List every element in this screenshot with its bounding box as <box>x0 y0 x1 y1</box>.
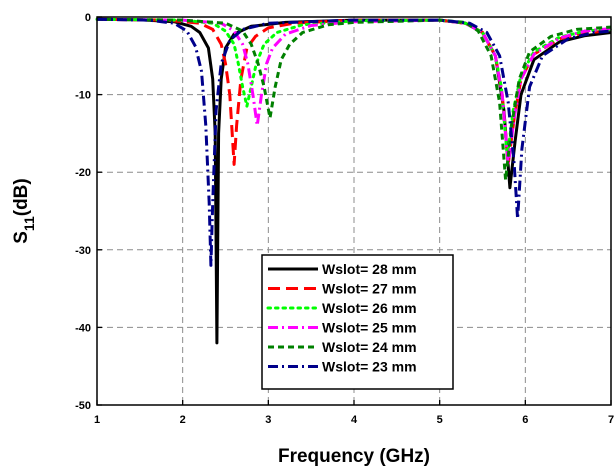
legend-label-5: Wslot= 24 mm <box>322 339 417 355</box>
y-axis-label: S11(dB) <box>11 178 37 243</box>
legend-label-6: Wslot= 23 mm <box>322 359 417 375</box>
y-tick-label: -50 <box>75 400 91 412</box>
x-tick-label: 6 <box>522 414 528 426</box>
x-tick-label: 4 <box>351 414 358 426</box>
axis-ticks: 1 2 3 4 5 6 7 0 -10 -20 -30 -40 -50 <box>75 12 614 426</box>
y-tick-label: 0 <box>85 12 91 24</box>
x-axis-label: Frequency (GHz) <box>278 446 430 467</box>
legend-label-2: Wslot= 27 mm <box>322 281 417 297</box>
x-tick-label: 2 <box>180 414 186 426</box>
x-tick-label: 7 <box>608 414 614 426</box>
legend-box <box>261 254 454 390</box>
legend-label-3: Wslot= 26 mm <box>322 300 417 316</box>
x-tick-label: 5 <box>437 414 443 426</box>
y-tick-label: -20 <box>75 167 91 179</box>
y-tick-label: -30 <box>75 245 91 257</box>
legend-label-4: Wslot= 25 mm <box>322 320 417 336</box>
series-line-1 <box>96 17 612 345</box>
series-line-5 <box>96 17 612 182</box>
x-tick-label: 1 <box>94 414 100 426</box>
series-lines <box>95 17 613 345</box>
y-tick-label: -10 <box>75 90 91 102</box>
x-tick-label: 3 <box>265 414 271 426</box>
series-line-6 <box>96 17 612 267</box>
y-tick-label: -40 <box>75 322 91 334</box>
legend: Wslot= 28 mm Wslot= 27 mm Wslot= 26 mm Wslo… <box>261 254 454 390</box>
legend-label-1: Wslot= 28 mm <box>322 261 417 277</box>
